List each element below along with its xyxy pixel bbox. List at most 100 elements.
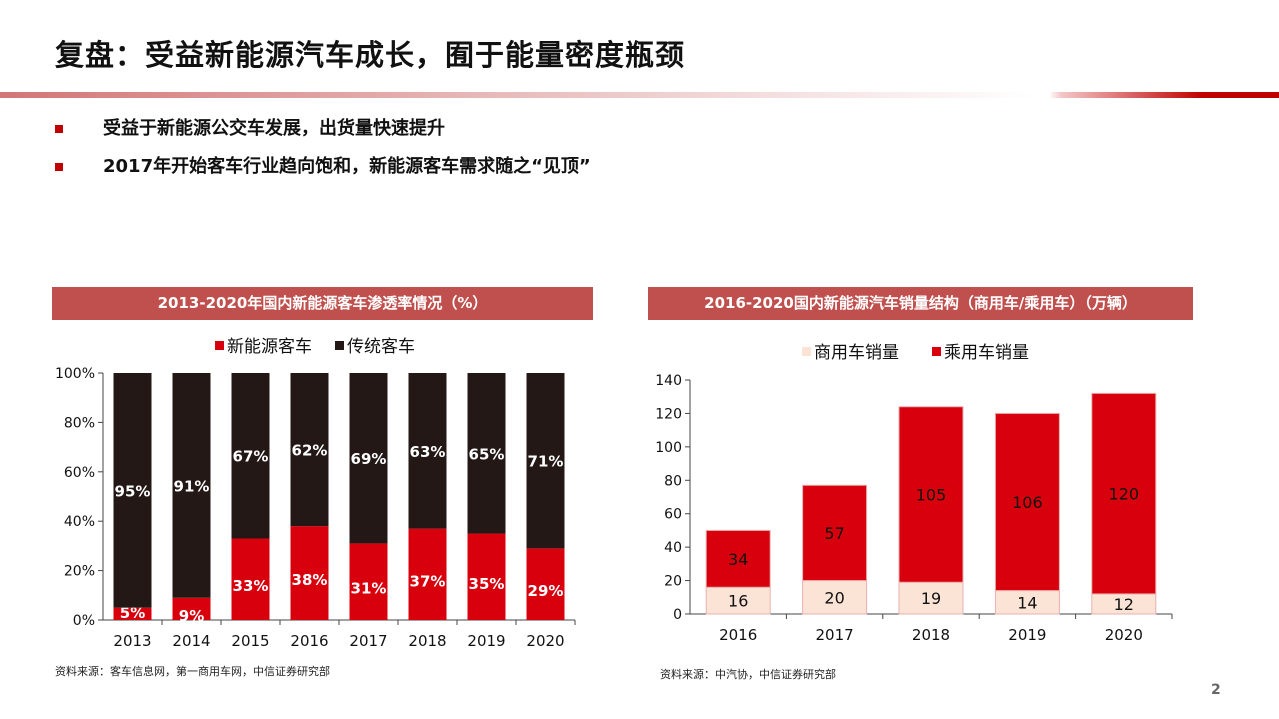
- data-label: 65%: [469, 445, 505, 463]
- y-tick-label: 60%: [64, 465, 95, 481]
- data-label: 9%: [179, 607, 204, 625]
- legend-swatch: [932, 347, 941, 356]
- bullet-item: 受益于新能源公交车发展，出货量快速提升: [55, 114, 445, 140]
- data-label: 69%: [351, 450, 387, 468]
- bullet-square-icon: [55, 163, 63, 171]
- legend-label: 商用车销量: [814, 343, 899, 363]
- page-title: 复盘：受益新能源汽车成长，囿于能量密度瓶颈: [55, 38, 686, 72]
- y-tick-label: 20: [664, 574, 682, 590]
- x-tick-label: 2013: [113, 632, 151, 650]
- bar-segment: [802, 484, 868, 582]
- bar-segment: [349, 543, 388, 620]
- x-tick-label: 2019: [1008, 626, 1046, 644]
- data-label: 71%: [528, 453, 564, 471]
- chart2-title: 2016-2020国内新能源汽车销量结构（商用车/乘用车）（万辆）: [648, 287, 1193, 320]
- bar-segment: [231, 538, 270, 620]
- y-tick-label: 80: [664, 473, 682, 489]
- data-label: 19: [921, 589, 941, 608]
- y-tick-label: 40: [664, 540, 682, 556]
- x-tick-label: 2017: [349, 632, 387, 650]
- x-tick-label: 2020: [1105, 626, 1143, 644]
- data-label: 33%: [233, 577, 269, 595]
- x-tick-label: 2015: [231, 632, 269, 650]
- x-tick-label: 2020: [526, 632, 564, 650]
- bar-segment: [705, 529, 771, 588]
- y-tick-label: 100: [655, 440, 682, 456]
- legend-swatch: [335, 341, 344, 350]
- data-label: 5%: [120, 604, 145, 622]
- y-tick-label: 40%: [64, 514, 95, 530]
- bar-segment: [113, 607, 152, 620]
- y-tick-label: 120: [655, 406, 682, 422]
- chart1-penetration: 新能源客车 传统客车 0% 20% 40% 60% 80% 100% 5% 95% 2013 9% 91…: [55, 337, 576, 650]
- x-tick-label: 2018: [408, 632, 446, 650]
- y-tick-label: 0: [673, 607, 682, 623]
- x-tick-label: 2016: [719, 626, 757, 644]
- bar-segment: [290, 373, 329, 527]
- data-label: 34: [728, 550, 748, 569]
- data-label: 35%: [469, 575, 505, 593]
- data-label: 63%: [410, 443, 446, 461]
- title-divider: [0, 92, 1279, 98]
- data-label: 95%: [115, 482, 151, 500]
- bullet-text: 受益于新能源公交车发展，出货量快速提升: [103, 118, 445, 139]
- legend-swatch: [802, 347, 811, 356]
- legend-label: 传统客车: [347, 337, 415, 357]
- bar-segment: [349, 373, 388, 544]
- legend-label: 乘用车销量: [944, 343, 1029, 363]
- data-label: 29%: [528, 582, 564, 600]
- bullet-text: 2017年开始客车行业趋向饱和，新能源客车需求随之“见顶”: [103, 156, 591, 177]
- y-tick-label: 100%: [55, 366, 95, 382]
- bar-segment: [408, 528, 447, 620]
- data-label: 20: [824, 588, 844, 607]
- data-label: 91%: [174, 477, 210, 495]
- data-label: 62%: [292, 442, 328, 460]
- data-label: 12: [1114, 595, 1134, 614]
- chart2-sales-structure: 商用车销量 乘用车销量 0 20 40 60 80 100 120 140 16 34 2016 20 57…: [655, 343, 1173, 644]
- data-label: 106: [1012, 493, 1043, 512]
- page-number: 2: [1211, 682, 1221, 698]
- data-label: 120: [1109, 485, 1140, 504]
- x-tick-label: 2019: [467, 632, 505, 650]
- x-tick-label: 2014: [172, 632, 210, 650]
- legend-swatch: [215, 341, 224, 350]
- bar-segment: [898, 581, 964, 615]
- bar-segment: [898, 406, 964, 583]
- bullet-item: 2017年开始客车行业趋向饱和，新能源客车需求随之“见顶”: [55, 152, 591, 178]
- data-label: 38%: [292, 571, 328, 589]
- bar-segment: [467, 533, 506, 620]
- data-label: 31%: [351, 580, 387, 598]
- y-tick-label: 60: [664, 507, 682, 523]
- y-tick-label: 20%: [64, 564, 95, 580]
- bar-segment: [172, 597, 211, 620]
- bar-segment: [705, 586, 771, 615]
- bar-segment: [1091, 392, 1157, 595]
- bar-segment: [802, 580, 868, 615]
- bar-segment: [526, 373, 565, 549]
- data-label: 57: [824, 524, 844, 543]
- chart1-title: 2013-2020年国内新能源客车渗透率情况（%）: [52, 287, 593, 320]
- legend-label: 新能源客车: [227, 337, 312, 357]
- data-label: 16: [728, 592, 748, 611]
- y-tick-label: 140: [655, 373, 682, 389]
- bar-segment: [113, 373, 152, 608]
- bar-segment: [408, 373, 447, 529]
- bullet-square-icon: [55, 125, 63, 133]
- x-tick-label: 2016: [290, 632, 328, 650]
- bar-segment: [526, 548, 565, 620]
- x-tick-label: 2018: [912, 626, 950, 644]
- x-tick-label: 2017: [816, 626, 854, 644]
- data-label: 105: [916, 485, 947, 504]
- y-tick-label: 80%: [64, 415, 95, 431]
- bar-segment: [467, 373, 506, 534]
- data-label: 14: [1017, 593, 1037, 612]
- bar-segment: [994, 412, 1060, 592]
- data-label: 37%: [410, 572, 446, 590]
- chart1-source: 资料来源：客车信息网，第一商用车网，中信证券研究部: [55, 665, 330, 678]
- y-tick-label: 0%: [73, 613, 95, 629]
- chart2-source: 资料来源：中汽协，中信证券研究部: [660, 668, 836, 681]
- bar-segment: [172, 373, 211, 598]
- bar-segment: [290, 526, 329, 620]
- bar-segment: [231, 373, 270, 539]
- data-label: 67%: [233, 448, 269, 466]
